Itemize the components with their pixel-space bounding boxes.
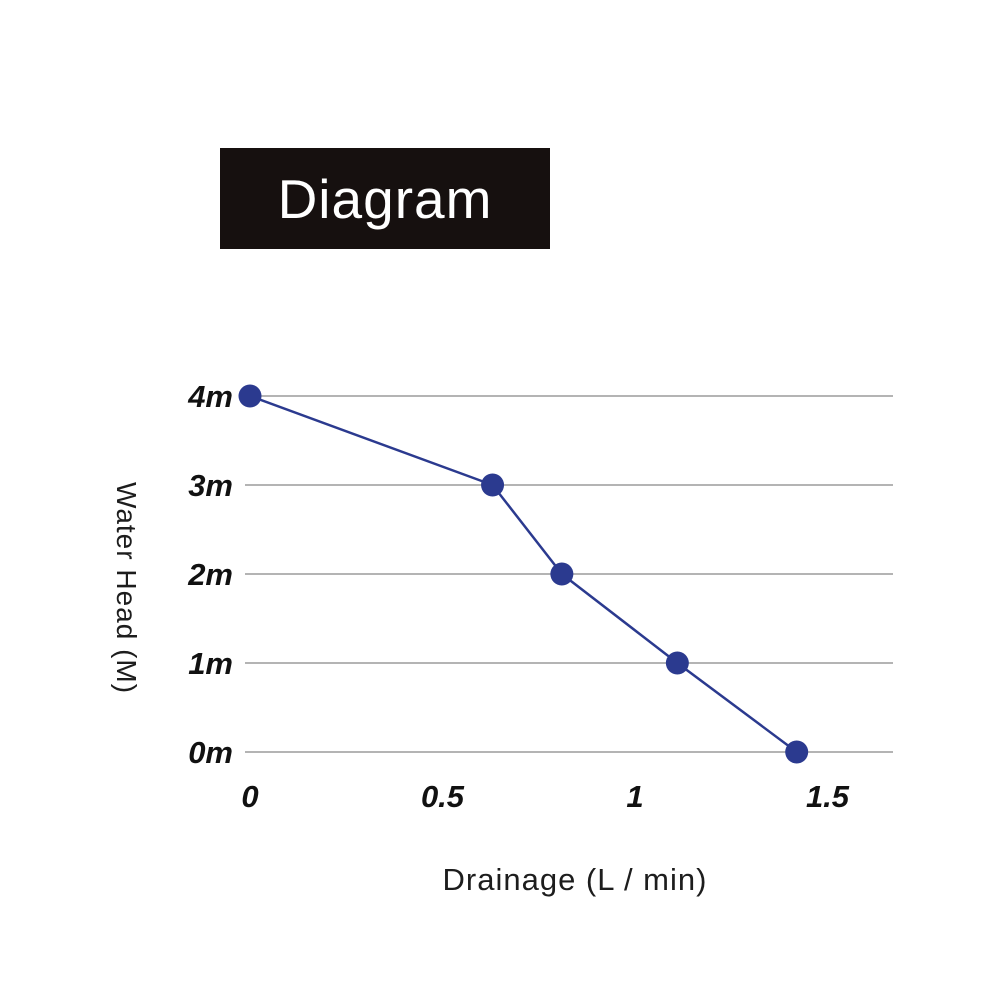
data-point (785, 740, 809, 764)
y-tick-labels-group: 4m 3m 2m 1m 0m (187, 379, 233, 770)
chart-title-box: Diagram (220, 148, 550, 249)
x-tick-label: 1.5 (806, 779, 850, 814)
y-tick-label: 4m (187, 379, 233, 414)
x-tick-label: 1 (626, 779, 643, 814)
data-point (550, 562, 574, 586)
y-axis-title: Water Head (M) (111, 481, 142, 695)
x-axis-title: Drainage (L / min) (442, 862, 708, 897)
y-tick-label: 1m (188, 646, 233, 681)
x-tick-label: 0 (241, 779, 258, 814)
x-tick-labels-group: 0 0.5 1 1.5 (241, 779, 849, 814)
data-point (665, 651, 689, 675)
y-tick-label: 0m (188, 735, 233, 770)
y-tick-label: 2m (187, 557, 233, 592)
data-point (238, 384, 262, 408)
x-tick-label: 0.5 (421, 779, 465, 814)
chart-title: Diagram (277, 167, 493, 230)
y-tick-label: 3m (188, 468, 233, 503)
data-point (481, 473, 505, 497)
data-points-group (238, 384, 809, 764)
